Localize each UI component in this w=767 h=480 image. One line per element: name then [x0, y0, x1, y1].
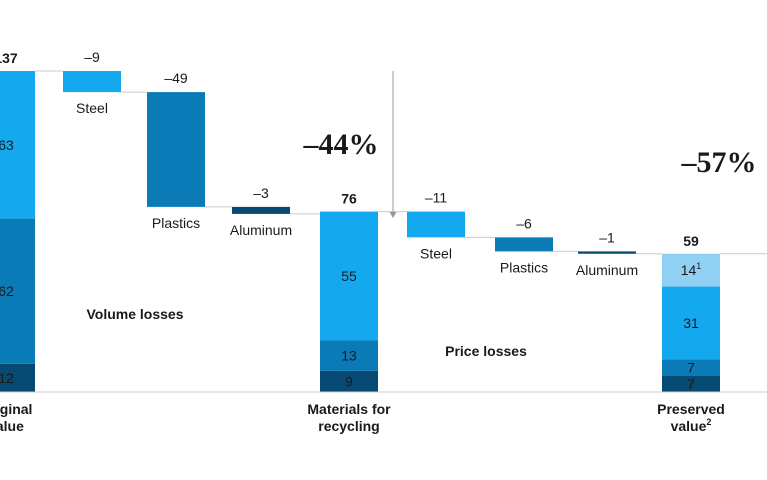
preserved-segment-0: [662, 375, 720, 392]
price-plastics-bar: [495, 237, 553, 252]
price-losses-label: Price losses: [445, 343, 527, 359]
price-steel-bar: [407, 211, 465, 238]
original-segment-label-1: 62: [0, 283, 14, 299]
vol-plastics-bar: [147, 92, 205, 207]
original-category-label-1: value: [0, 418, 24, 434]
vol-plastics-category-label: Plastics: [152, 215, 200, 231]
vol-plastics-value-label: –49: [164, 70, 188, 86]
preserved-category-label-1: value2: [671, 417, 712, 434]
preserved-segment-label-1: 7: [687, 359, 695, 375]
volume-losses-label: Volume losses: [86, 306, 183, 322]
bars-layer: [0, 71, 720, 392]
recycling-category-label-1: recycling: [318, 418, 379, 434]
original-category-label-0: Original: [0, 401, 32, 417]
vol-aluminum-value-label: –3: [253, 185, 269, 201]
original-segment-label-2: 63: [0, 137, 14, 153]
price-steel-category-label: Steel: [420, 245, 452, 261]
price-plastics-value-label: –6: [516, 215, 532, 231]
original-segment-1: [0, 218, 35, 364]
recycling-category-label-0: Materials for: [307, 401, 391, 417]
volume-change-pct: –44%: [303, 128, 379, 161]
recycling-segment-label-1: 13: [341, 348, 357, 364]
preserved-segment-1: [662, 359, 720, 376]
original-segment-2: [0, 71, 35, 219]
price-aluminum-value-label: –1: [599, 229, 615, 245]
recycling-segment-label-0: 9: [345, 373, 353, 389]
vol-steel-bar: [63, 71, 121, 93]
recycling-segment-label-2: 55: [341, 268, 357, 284]
labels-layer: 126263137Originalvalue–9Steel–49Plastics…: [0, 49, 725, 434]
original-segment-label-0: 12: [0, 370, 14, 386]
vol-steel-category-label: Steel: [76, 100, 108, 116]
recycling-segment-0: [320, 370, 378, 392]
price-aluminum-bar: [578, 251, 636, 254]
recycling-segment-1: [320, 340, 378, 371]
preserved-segment-3: [662, 253, 720, 287]
vol-aluminum-category-label: Aluminum: [230, 222, 292, 238]
preserved-segment-label-3: 141: [681, 261, 702, 278]
volume-change-marker: [389, 71, 397, 218]
preserved-segment-label-0: 7: [687, 376, 695, 392]
price-steel-value-label: –11: [425, 190, 448, 206]
price-plastics-category-label: Plastics: [500, 259, 548, 275]
preserved-category-label-0: Preserved: [657, 401, 725, 417]
preserved-segment-2: [662, 286, 720, 360]
vol-steel-value-label: –9: [84, 49, 100, 65]
recycling-total-label: 76: [341, 191, 357, 207]
vol-aluminum-bar: [232, 206, 290, 214]
preserved-total-label: 59: [683, 233, 699, 249]
recycling-segment-2: [320, 211, 378, 341]
preserved-segment-label-2: 31: [683, 315, 699, 331]
original-total-label: 137: [0, 50, 18, 66]
price-aluminum-category-label: Aluminum: [576, 262, 638, 278]
original-segment-0: [0, 363, 35, 392]
total-change-pct: –57%: [681, 146, 757, 179]
connector-lines: [35, 70, 767, 255]
